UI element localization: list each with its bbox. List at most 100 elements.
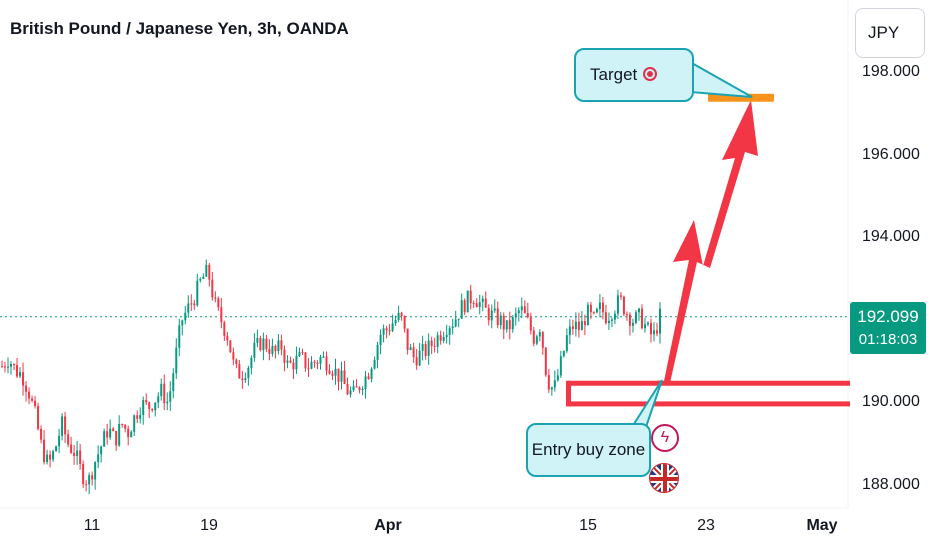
candle-up [394, 319, 397, 324]
candle-up [481, 298, 484, 303]
candle-down [241, 378, 244, 381]
candle-down [346, 383, 349, 395]
candle-up [659, 308, 661, 334]
candle-down [403, 315, 406, 329]
candle-up [175, 347, 178, 374]
candle-down [367, 376, 370, 380]
candle-down [475, 303, 478, 308]
candle-down [70, 444, 73, 453]
candle-up [595, 308, 598, 313]
entry-zone-edge [568, 380, 850, 386]
candle-down [355, 386, 358, 388]
candle-down [433, 345, 436, 347]
candle-up [535, 336, 538, 344]
price-tick-label: 196.000 [862, 145, 920, 163]
candle-up [94, 462, 97, 480]
target-callout[interactable]: Target [574, 48, 694, 102]
uk-flag-graphic [650, 464, 678, 492]
candle-up [319, 357, 322, 364]
candle-up [10, 364, 13, 367]
candle-down [604, 312, 607, 324]
candle-down [112, 428, 115, 432]
candle-down [469, 290, 472, 304]
uk-flag-icon[interactable] [649, 463, 679, 493]
candle-up [448, 328, 451, 335]
candle-down [40, 428, 43, 440]
candle-down [337, 368, 340, 382]
candle-down [292, 362, 295, 370]
candle-down [25, 385, 28, 392]
candle-up [382, 328, 385, 335]
candle-up [565, 335, 568, 352]
candle-up [184, 312, 187, 321]
candle-up [202, 276, 205, 279]
candle-down [79, 450, 82, 464]
candle-up [373, 359, 376, 369]
candle-up [271, 345, 274, 354]
candle-down [640, 308, 643, 329]
candle-up [361, 388, 364, 391]
candle-down [328, 370, 331, 374]
candle-up [61, 416, 64, 436]
candle-down [64, 416, 67, 435]
target-callout-pointer [689, 60, 753, 98]
candles-group [1, 259, 661, 495]
candle-up [172, 373, 175, 392]
entry-buy-zone[interactable] [566, 380, 850, 407]
time-tick-label: Apr [374, 517, 402, 534]
candle-up [139, 415, 142, 419]
candle-down [619, 295, 622, 297]
projection-arrow[interactable] [656, 100, 758, 383]
candle-up [58, 435, 61, 447]
candle-up [538, 332, 541, 337]
candle-up [376, 344, 379, 360]
candle-down [211, 279, 214, 298]
candle-up [511, 317, 514, 330]
candle-down [73, 452, 76, 456]
candle-up [109, 428, 112, 438]
candle-up [253, 342, 256, 358]
candle-up [493, 308, 496, 311]
candle-down [259, 337, 262, 351]
candle-up [631, 322, 634, 326]
candle-up [457, 318, 460, 320]
candle-down [655, 330, 658, 334]
candle-down [28, 391, 31, 399]
candle-up [322, 356, 325, 358]
candle-down [106, 431, 109, 438]
entry-callout[interactable]: Entry buy zone [526, 423, 651, 477]
candle-down [148, 402, 151, 409]
time-tick-label: 23 [697, 517, 715, 534]
candle-down [31, 398, 34, 401]
candle-down [223, 322, 226, 336]
target-icon [643, 67, 658, 81]
lightning-icon[interactable]: ϟ [651, 424, 679, 452]
candle-up [244, 378, 247, 381]
candle-down [589, 304, 592, 313]
currency-selector[interactable]: JPY [855, 8, 925, 58]
candle-down [49, 454, 52, 460]
candle-up [262, 338, 265, 351]
candle-down [385, 328, 388, 331]
candle-up [478, 302, 481, 308]
candle-down [484, 298, 487, 308]
candle-up [286, 360, 289, 363]
candle-down [274, 345, 277, 352]
candle-down [487, 307, 490, 321]
candle-down [472, 303, 475, 305]
candle-down [601, 302, 604, 313]
candle-up [169, 391, 172, 402]
candle-down [13, 364, 16, 366]
candle-down [22, 372, 25, 386]
candle-up [454, 319, 457, 327]
candle-up [607, 320, 610, 324]
candle-down [592, 312, 595, 314]
candle-down [577, 321, 580, 331]
candle-up [247, 367, 250, 379]
candle-down [508, 320, 511, 330]
candle-down [325, 356, 328, 371]
time-tick-label: May [806, 517, 838, 534]
candle-down [151, 408, 154, 411]
candle-down [82, 463, 85, 485]
